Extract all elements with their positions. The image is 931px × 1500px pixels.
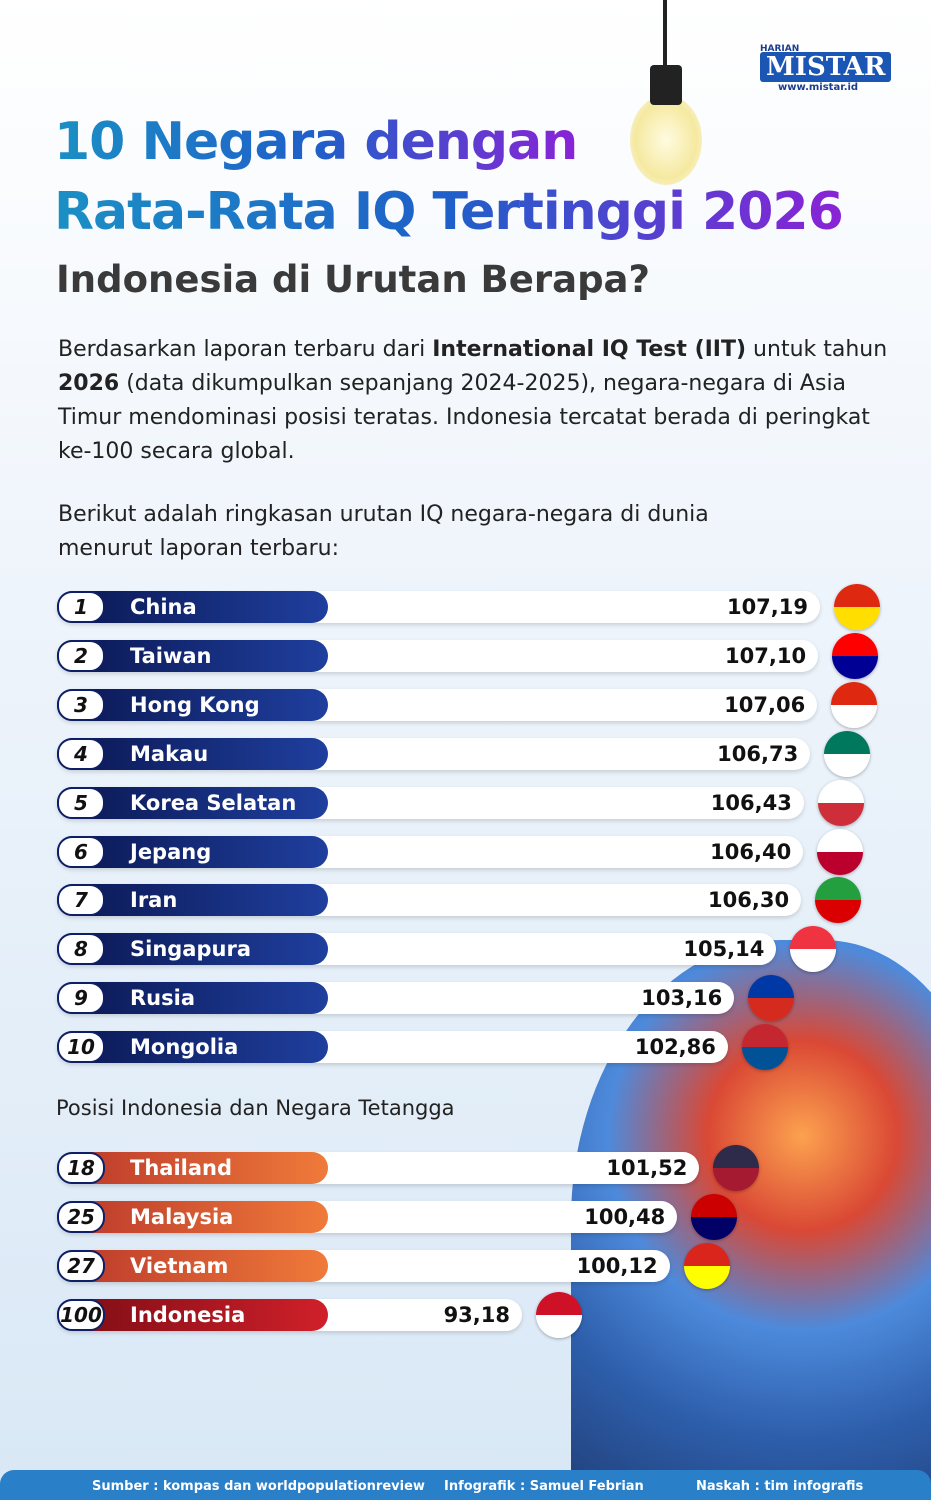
value-label: 106,43 xyxy=(710,790,792,815)
rank-badge: 3 xyxy=(57,688,105,721)
rank-badge: 9 xyxy=(57,982,105,1015)
value-label: 101,52 xyxy=(606,1156,688,1180)
rank-badge: 18 xyxy=(57,1152,105,1184)
flag xyxy=(832,632,879,679)
rank-badge: 2 xyxy=(57,639,105,672)
summary: Berikut adalah ringkasan urutan IQ negar… xyxy=(58,502,709,561)
flag xyxy=(834,584,880,630)
logo-top: HARIAN xyxy=(760,44,800,54)
section-heading: Posisi Indonesia dan Negara Tetangga xyxy=(56,1096,455,1120)
subtitle: Indonesia di Urutan Berapa? xyxy=(56,258,650,301)
flag xyxy=(817,779,864,826)
intro-text: Berdasarkan laporan terbaru dari xyxy=(58,337,433,362)
flag xyxy=(683,1243,730,1289)
value-label: 103,16 xyxy=(641,986,723,1011)
flag xyxy=(817,828,864,875)
flag xyxy=(824,730,871,777)
flag xyxy=(815,877,862,924)
flag xyxy=(790,926,837,973)
value-label: 105,14 xyxy=(683,937,765,962)
flag xyxy=(713,1145,760,1191)
footer-credit: Naskah : tim infografis xyxy=(696,1479,864,1494)
country-name: Korea Selatan xyxy=(57,786,328,819)
value-label: 107,10 xyxy=(725,643,807,668)
value-label: 102,86 xyxy=(634,1035,716,1060)
intro-text: (data dikumpulkan sepanjang 2024-2025), … xyxy=(58,371,870,464)
rank-badge: 8 xyxy=(57,933,105,966)
rank-badge: 27 xyxy=(57,1250,105,1282)
flag xyxy=(748,975,795,1022)
flag xyxy=(831,681,878,728)
value-label: 107,19 xyxy=(726,595,808,619)
intro: Berdasarkan laporan terbaru dari Interna… xyxy=(58,333,888,469)
flag xyxy=(741,1024,788,1071)
value-label: 106,40 xyxy=(710,839,792,864)
rank-badge: 25 xyxy=(57,1201,105,1233)
intro-bold: International IQ Test (IIT) xyxy=(432,337,747,362)
logo-url: www.mistar.id xyxy=(778,82,859,93)
logo: MISTAR xyxy=(760,52,892,82)
country-name: Iran xyxy=(57,884,328,917)
title: 10 Negara dengan xyxy=(54,112,578,172)
value-label: 93,18 xyxy=(443,1303,510,1327)
rank-badge: 7 xyxy=(57,884,105,917)
rank-badge: 100 xyxy=(57,1299,105,1331)
lamp-bulb xyxy=(630,95,702,185)
flag xyxy=(691,1194,738,1240)
value-label: 107,06 xyxy=(724,692,806,717)
flag xyxy=(536,1292,582,1338)
value-label: 100,48 xyxy=(584,1205,666,1229)
rank-badge: 10 xyxy=(57,1031,105,1064)
footer-bar xyxy=(0,1470,931,1500)
rank-badge: 6 xyxy=(57,835,105,868)
value-label: 106,73 xyxy=(717,741,799,766)
value-label: 106,30 xyxy=(708,888,790,913)
footer-credit: Infografik : Samuel Febrian xyxy=(444,1479,644,1494)
value-label: 100,12 xyxy=(576,1254,658,1278)
intro-bold: 2026 xyxy=(58,371,120,396)
lamp-socket xyxy=(650,65,682,105)
footer-source: Sumber : kompas dan worldpopulationrevie… xyxy=(92,1479,425,1494)
rank-badge: 5 xyxy=(57,786,105,819)
lamp-cord xyxy=(663,0,667,70)
intro-text: untuk tahun xyxy=(746,337,888,362)
title: Rata-Rata IQ Tertinggi 2026 xyxy=(54,182,844,242)
rank-badge: 1 xyxy=(57,591,105,623)
rank-badge: 4 xyxy=(57,737,105,770)
